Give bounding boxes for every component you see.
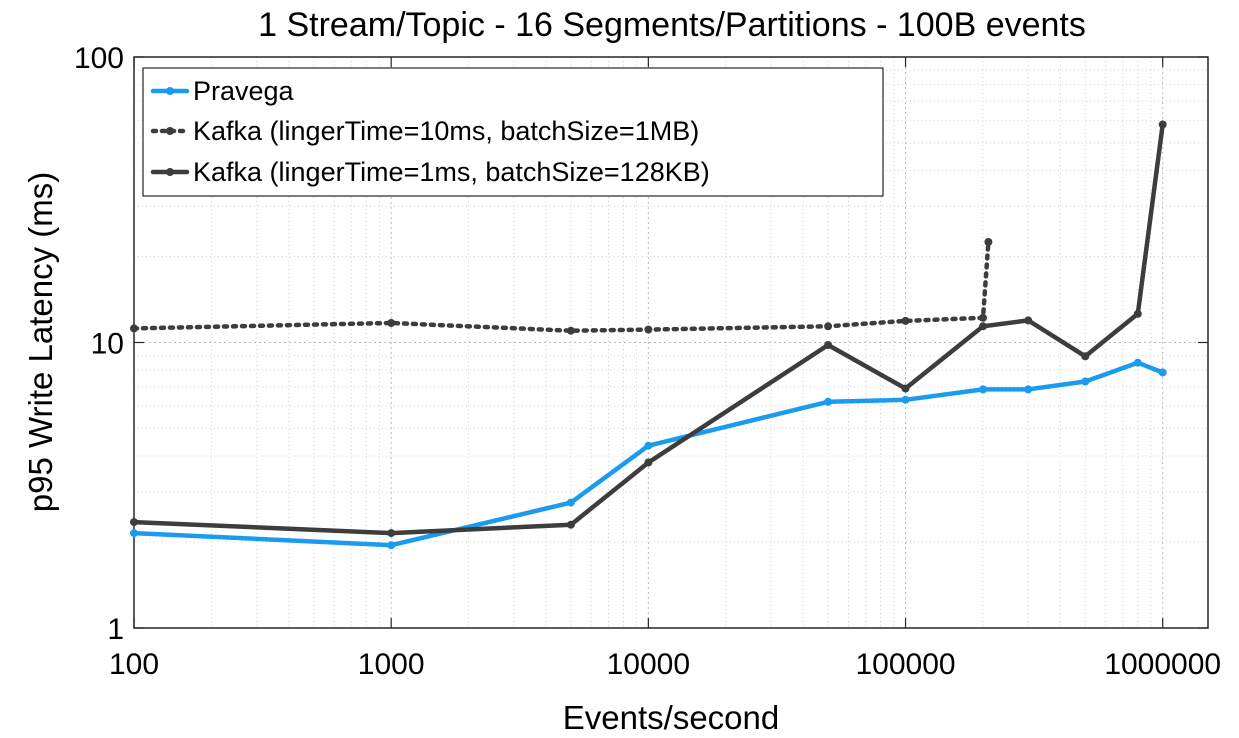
data-point	[644, 458, 653, 467]
data-point	[1081, 352, 1090, 361]
series-kafka-lingertime-1ms-batchsize-128kb	[130, 120, 1167, 538]
y-tick-label: 10	[91, 328, 124, 361]
x-tick-label: 100000	[855, 648, 955, 681]
data-point	[901, 316, 910, 325]
data-point	[566, 326, 575, 335]
x-tick-label: 10000	[607, 648, 690, 681]
x-tick-label: 1000000	[1104, 648, 1221, 681]
legend-item-kafka-lingertime-1ms-batchsize-128kb: Kafka (lingerTime=1ms, batchSize=128KB)	[150, 157, 710, 187]
data-point	[824, 322, 833, 331]
data-point	[644, 441, 653, 450]
chart-title: 1 Stream/Topic - 16 Segments/Partitions …	[258, 6, 1086, 44]
y-axis-ticks: 1 10 100	[74, 42, 1208, 646]
legend-label: Kafka (lingerTime=1ms, batchSize=128KB)	[193, 157, 710, 187]
data-point	[130, 518, 138, 527]
data-point	[387, 541, 396, 550]
data-point	[901, 384, 910, 393]
data-point	[130, 529, 138, 538]
data-point	[1024, 385, 1033, 394]
data-point	[1133, 358, 1142, 367]
x-axis-ticks: 100 1000 10000 100000 1000000	[109, 57, 1221, 681]
data-point	[1158, 120, 1167, 129]
legend-marker	[166, 168, 174, 176]
data-point	[979, 322, 987, 331]
data-point	[1024, 316, 1033, 325]
x-tick-label: 100	[109, 648, 159, 681]
data-point	[1158, 368, 1167, 377]
data-point	[824, 341, 833, 349]
legend-box	[142, 67, 884, 197]
y-axis-label: p95 Write Latency (ms)	[22, 172, 59, 513]
legend-item-kafka-lingertime-10ms-batchsize-1mb: Kafka (lingerTime=10ms, batchSize=1MB)	[150, 116, 699, 146]
legend-item-pravega: Pravega	[150, 76, 295, 106]
data-point	[566, 498, 575, 507]
data-point	[901, 395, 910, 404]
data-point	[387, 529, 396, 538]
series-layer	[130, 120, 1167, 550]
legend-marker	[166, 127, 174, 135]
series-pravega	[130, 358, 1167, 550]
legend: Pravega Kafka (lingerTime=10ms, batchSize…	[142, 67, 884, 197]
data-point	[644, 325, 653, 334]
series-line-kafka-lingertime-10ms-batchsize-1mb	[131, 239, 991, 333]
x-axis-label: Events/second	[563, 699, 779, 736]
data-point	[1081, 377, 1090, 386]
data-point	[387, 319, 396, 327]
legend-label: Pravega	[193, 76, 295, 106]
data-point	[1133, 309, 1142, 318]
data-point	[979, 385, 987, 394]
data-point	[984, 238, 993, 246]
data-point	[979, 313, 987, 322]
data-point	[130, 324, 138, 333]
legend-label: Kafka (lingerTime=10ms, batchSize=1MB)	[193, 116, 699, 146]
data-point	[566, 520, 575, 529]
legend-marker	[166, 87, 174, 95]
x-tick-label: 1000	[358, 648, 425, 681]
y-tick-label: 1	[107, 613, 124, 646]
series-kafka-lingertime-10ms-batchsize-1mb	[130, 238, 993, 335]
data-point	[824, 397, 833, 406]
y-tick-label: 100	[74, 42, 124, 75]
